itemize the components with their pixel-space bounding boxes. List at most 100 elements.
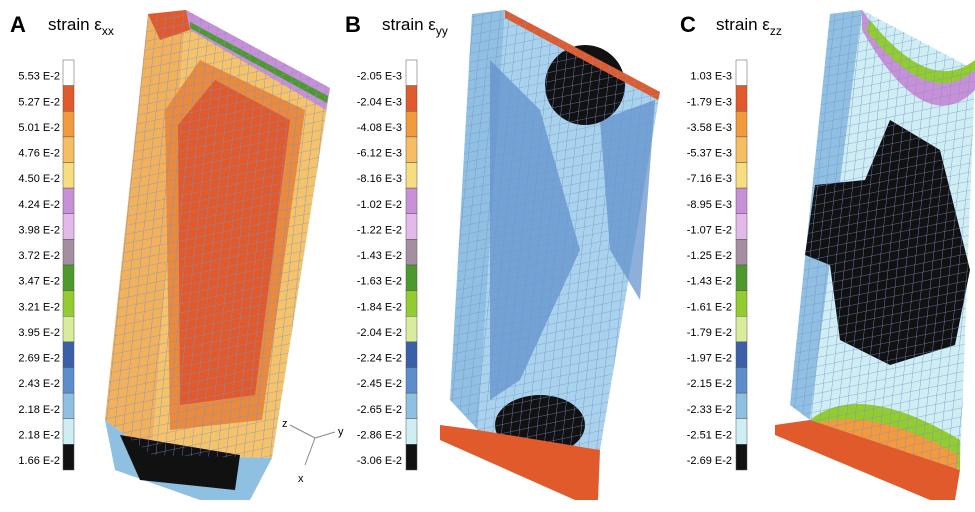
legend-swatch	[736, 265, 747, 291]
legend-label: -7.16 E-3	[687, 173, 732, 185]
legend-swatch	[406, 444, 417, 470]
legend-swatch	[406, 163, 417, 189]
legend-label: -1.97 E-2	[687, 353, 732, 365]
panel-letter: B	[345, 12, 361, 37]
legend-label: -8.95 E-3	[687, 199, 732, 211]
legend-swatch	[63, 316, 74, 342]
panel-title: strain εzz	[716, 15, 782, 38]
legend-label: -2.51 E-2	[687, 429, 732, 441]
legend-swatch	[406, 265, 417, 291]
mesh-b	[440, 10, 660, 500]
legend-label: 3.95 E-2	[18, 327, 60, 339]
legend-label: 4.76 E-2	[18, 148, 60, 160]
legend-swatch	[406, 60, 417, 86]
legend-swatch	[63, 444, 74, 470]
legend-swatch	[736, 86, 747, 112]
axis-label: z	[282, 418, 288, 430]
title-text: strain ε	[48, 15, 102, 34]
legend-swatch	[736, 393, 747, 419]
legend-swatch	[406, 342, 417, 368]
legend-label: 2.69 E-2	[18, 353, 60, 365]
legend-label: -5.37 E-3	[687, 148, 732, 160]
legend-label: -2.86 E-2	[357, 429, 402, 441]
legend-swatch	[406, 393, 417, 419]
legend-swatch	[406, 111, 417, 137]
title-text: strain ε	[716, 15, 770, 34]
legend-label: -4.08 E-3	[357, 122, 402, 134]
legend-swatch	[63, 368, 74, 394]
legend-label: -2.04 E-3	[357, 96, 402, 108]
legend-swatch	[63, 163, 74, 189]
mesh-c	[775, 10, 975, 500]
legend-label: -1.02 E-2	[357, 199, 402, 211]
legend-swatch	[406, 137, 417, 163]
legend-label: -1.25 E-2	[687, 250, 732, 262]
legend-swatch	[736, 60, 747, 86]
legend-label: 5.01 E-2	[18, 122, 60, 134]
legend-swatch	[406, 316, 417, 342]
legend-label: 1.03 E-3	[690, 71, 732, 83]
legend-label: 4.24 E-2	[18, 199, 60, 211]
panel-letter: C	[680, 12, 696, 37]
legend-label: -1.07 E-2	[687, 224, 732, 236]
legend-label: -2.24 E-2	[357, 353, 402, 365]
legend-label: -2.65 E-2	[357, 404, 402, 416]
legend-swatch	[63, 60, 74, 86]
panel-title: strain εyy	[382, 15, 448, 38]
legend-swatch	[63, 188, 74, 214]
panel-title: strain εxx	[48, 15, 114, 38]
legend-swatch	[63, 86, 74, 112]
legend-label: 3.72 E-2	[18, 250, 60, 262]
legend-swatch	[406, 368, 417, 394]
legend-label: -1.61 E-2	[687, 301, 732, 313]
axis-label: y	[338, 426, 344, 438]
legend-label: -1.79 E-2	[687, 327, 732, 339]
legend-swatch	[406, 188, 417, 214]
legend-swatch	[63, 111, 74, 137]
legend-swatch	[736, 239, 747, 265]
legend-swatch	[736, 291, 747, 317]
figure: z y x Astrain εxx5.53 E-25.27 E-25.01 E-…	[0, 0, 975, 507]
legend-swatch	[63, 291, 74, 317]
mesh-a	[105, 10, 330, 500]
legend-swatch	[63, 419, 74, 445]
legend-label: -1.84 E-2	[357, 301, 402, 313]
legend-swatch	[406, 291, 417, 317]
legend-label: -2.69 E-2	[687, 455, 732, 467]
legend-swatch	[736, 368, 747, 394]
legend-swatch	[736, 188, 747, 214]
title-subscript: zz	[770, 24, 782, 38]
axis-label: x	[298, 473, 304, 485]
legend-swatch	[63, 342, 74, 368]
legend-swatch	[736, 316, 747, 342]
legend-label: 2.43 E-2	[18, 378, 60, 390]
legend-swatch	[406, 239, 417, 265]
title-subscript: yy	[436, 24, 448, 38]
legend-label: -2.15 E-2	[687, 378, 732, 390]
legend-swatch	[736, 163, 747, 189]
axis-triad: z y x	[282, 418, 344, 485]
legend-swatch	[63, 393, 74, 419]
legend-label: -1.63 E-2	[357, 276, 402, 288]
legend-swatch	[736, 342, 747, 368]
legend-swatch	[406, 214, 417, 240]
legend-swatch	[406, 419, 417, 445]
legend-label: -2.33 E-2	[687, 404, 732, 416]
axis-line	[305, 438, 315, 465]
panel-letter: A	[10, 12, 26, 37]
legend-swatch	[63, 239, 74, 265]
legend-label: -6.12 E-3	[357, 148, 402, 160]
legend-swatch	[736, 111, 747, 137]
legend-label: 2.18 E-2	[18, 429, 60, 441]
legend-label: -3.06 E-2	[357, 455, 402, 467]
legend-label: 3.21 E-2	[18, 301, 60, 313]
axis-line	[290, 425, 315, 438]
legend-label: 2.18 E-2	[18, 404, 60, 416]
legend-label: 5.27 E-2	[18, 96, 60, 108]
legend-label: 3.47 E-2	[18, 276, 60, 288]
title-subscript: xx	[102, 24, 114, 38]
legend-label: 1.66 E-2	[18, 455, 60, 467]
axis-line	[315, 432, 335, 438]
title-text: strain ε	[382, 15, 436, 34]
legend-swatch	[406, 86, 417, 112]
